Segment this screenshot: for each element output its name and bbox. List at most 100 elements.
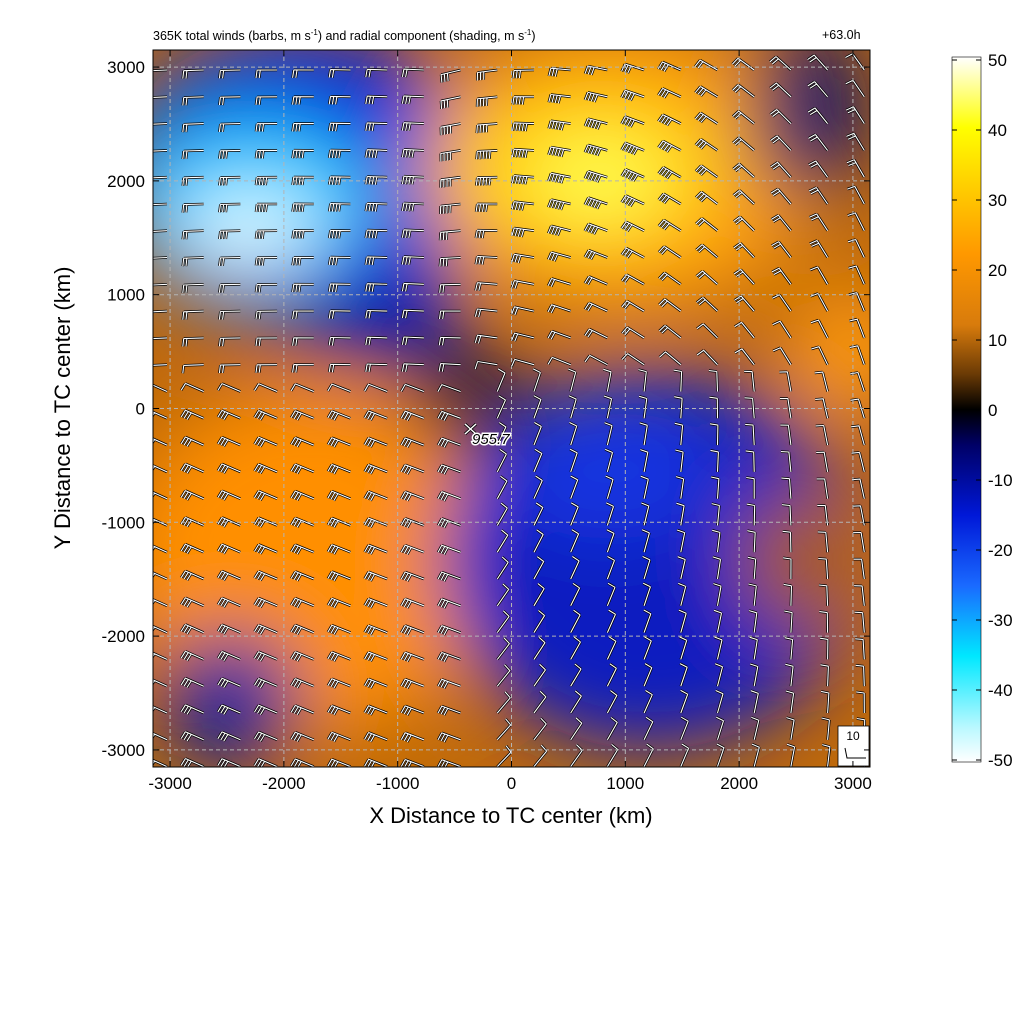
wind-barb	[327, 383, 351, 393]
wind-barb	[180, 704, 204, 715]
wind-barb	[680, 689, 689, 714]
wind-barb	[713, 609, 723, 633]
wind-barb	[437, 625, 461, 636]
wind-barb	[401, 122, 424, 131]
wind-barb	[854, 585, 865, 606]
wind-barb	[440, 176, 461, 188]
wind-barb	[365, 229, 388, 239]
wind-barb	[496, 583, 510, 607]
wind-barb	[217, 650, 241, 662]
wind-barb	[437, 491, 461, 502]
wind-barb	[786, 717, 795, 740]
wind-barb	[548, 67, 571, 77]
wind-barb	[771, 214, 792, 232]
wind-barb	[533, 475, 543, 499]
wind-barb	[621, 353, 645, 366]
wind-barb	[606, 636, 617, 660]
wind-barb	[547, 330, 571, 340]
y-tick-label: -2000	[102, 627, 145, 646]
wind-barb	[182, 123, 204, 133]
wind-barb	[327, 571, 351, 582]
wind-barb	[437, 544, 461, 555]
wind-barb	[511, 280, 535, 289]
wind-barb	[533, 663, 546, 687]
wind-barb	[779, 397, 792, 419]
wind-barb	[290, 463, 315, 474]
wind-barb	[153, 625, 168, 634]
wind-barb	[709, 396, 719, 419]
wind-barb	[640, 449, 649, 473]
wind-barb	[437, 410, 461, 421]
wind-barb	[807, 107, 829, 124]
wind-barb	[153, 652, 168, 660]
wind-barb	[713, 583, 722, 606]
wind-barb	[153, 384, 168, 393]
wind-barb	[748, 583, 757, 606]
wind-barb	[511, 174, 535, 185]
y-tick-label: 1000	[107, 286, 145, 305]
wind-barb	[819, 637, 829, 660]
wind-barb	[694, 112, 718, 125]
wind-barb	[846, 159, 865, 178]
wind-barb	[182, 230, 204, 240]
y-tick-label: -1000	[102, 513, 145, 532]
wind-barb	[811, 346, 829, 365]
wind-barb	[217, 516, 241, 528]
wind-barb	[848, 292, 865, 312]
wind-barb	[290, 758, 315, 767]
wind-barb	[643, 609, 652, 633]
wind-barb	[533, 556, 545, 580]
wind-barb	[292, 337, 314, 346]
wind-barb	[621, 63, 645, 74]
wind-barb	[437, 571, 461, 582]
wind-barb	[808, 160, 829, 178]
wind-barb	[621, 300, 645, 312]
wind-barb	[290, 731, 315, 742]
wind-barb	[680, 743, 690, 767]
wind-barb	[254, 704, 278, 715]
wind-barb	[180, 731, 204, 742]
wind-barb	[750, 690, 759, 714]
wind-barb	[254, 677, 278, 689]
wind-barb	[533, 717, 547, 741]
wind-barb	[680, 716, 689, 741]
wind-barb	[153, 679, 168, 687]
wind-barb	[180, 597, 204, 608]
wind-barb	[854, 611, 865, 633]
wind-barb	[153, 337, 168, 340]
wind-barb	[606, 690, 618, 714]
wind-barb	[745, 423, 755, 446]
wind-barb	[440, 149, 461, 162]
wind-barb	[328, 310, 351, 319]
wind-barb	[696, 297, 718, 312]
wind-barb	[496, 691, 511, 714]
wind-barb	[606, 743, 619, 767]
wind-barb	[822, 744, 831, 767]
wind-barb	[255, 283, 278, 293]
wind-barb	[783, 583, 793, 606]
wind-barb	[696, 349, 718, 366]
wind-barb	[254, 570, 278, 581]
wind-barb	[400, 491, 425, 502]
wind-barb	[584, 249, 608, 260]
wind-barb	[639, 422, 648, 446]
wind-barb	[642, 582, 651, 606]
wind-barb	[749, 636, 758, 660]
wind-barb	[365, 256, 388, 266]
wind-barb	[547, 356, 571, 366]
wind-barb	[153, 598, 168, 607]
wind-barb	[771, 241, 792, 258]
colorbar: 50 40 30 20 10 0 -10 -20 -30 -40 -50	[951, 51, 1013, 770]
wind-barb	[153, 572, 168, 580]
wind-barb	[292, 149, 314, 159]
wind-barb	[401, 336, 424, 346]
wind-barb	[748, 610, 758, 633]
wind-barb	[437, 464, 461, 475]
wind-barb	[712, 529, 721, 553]
wind-barb	[816, 451, 829, 472]
wind-barb	[400, 437, 425, 448]
wind-barb	[817, 531, 829, 553]
wind-barb	[605, 475, 614, 499]
wind-barb	[180, 409, 204, 420]
wind-barb	[475, 203, 498, 212]
